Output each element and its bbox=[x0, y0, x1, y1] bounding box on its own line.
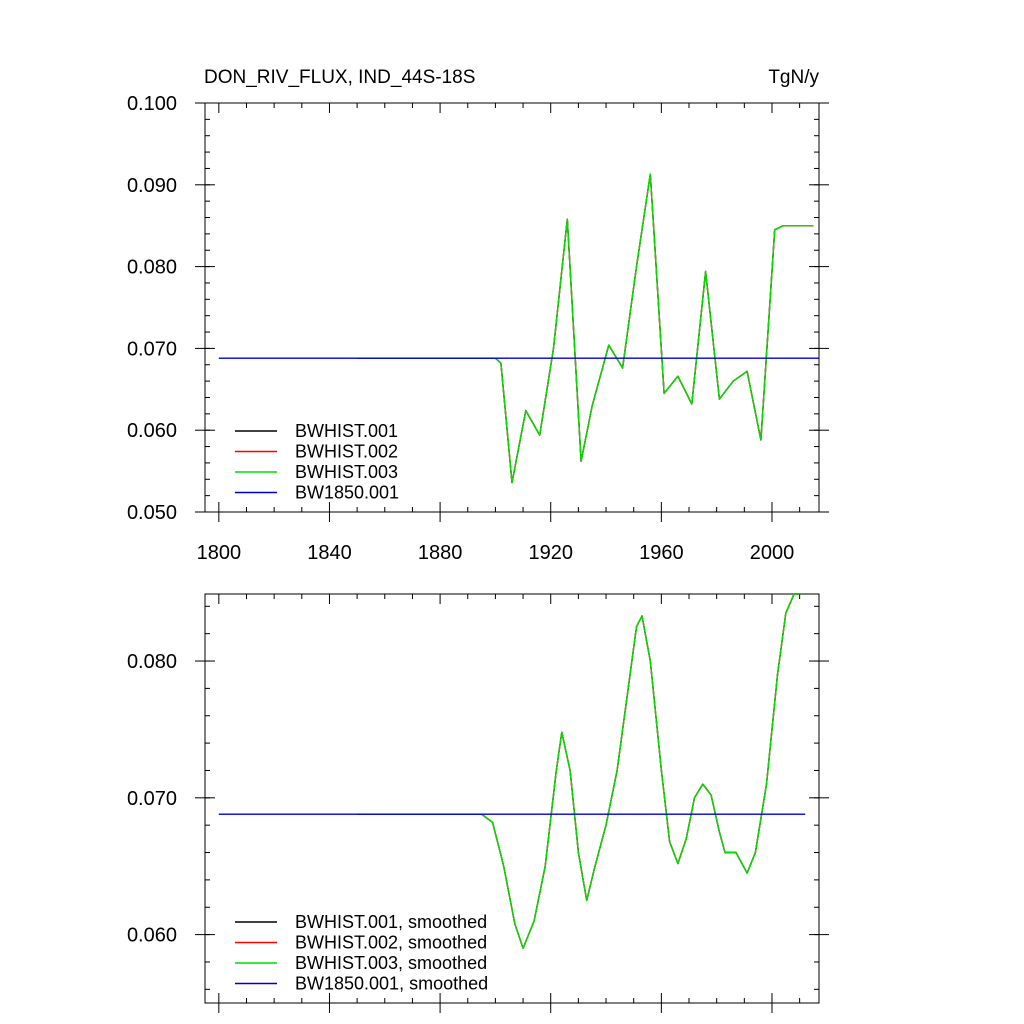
panel2-plot-frame bbox=[204, 593, 820, 1004]
panel1-x-tick-label: 1920 bbox=[528, 542, 573, 564]
chart-units: TgN/y bbox=[768, 67, 819, 88]
panel1-y-tick-label: 0.090 bbox=[127, 175, 177, 197]
panel1-series-line-3 bbox=[357, 173, 814, 484]
chart-title: DON_RIV_FLUX, IND_44S-18S bbox=[204, 67, 475, 88]
panel1-legend-label-1: BWHIST.001 bbox=[295, 421, 398, 441]
panel2-y-tick-label: 0.080 bbox=[127, 651, 177, 673]
panel1-x-tick-label: 1960 bbox=[639, 542, 684, 564]
panel1-x-tick-label: 1840 bbox=[307, 542, 352, 564]
panel2-legend-label-4: BW1850.001, smoothed bbox=[295, 974, 488, 994]
panel1-y-tick-label: 0.050 bbox=[127, 502, 177, 524]
panel2-series-line-2 bbox=[357, 593, 800, 949]
panel1-series-line-2 bbox=[357, 173, 814, 484]
panel1-legend-label-2: BWHIST.002 bbox=[295, 442, 398, 462]
panel1-y-tick-label: 0.060 bbox=[127, 420, 177, 442]
panel2-legend-label-3: BWHIST.003, smoothed bbox=[295, 953, 487, 973]
panel2-legend-label-2: BWHIST.002, smoothed bbox=[295, 933, 487, 953]
panel2-legend-label-1: BWHIST.001, smoothed bbox=[295, 912, 487, 932]
panel1-y-tick-label: 0.080 bbox=[127, 257, 177, 279]
panel1-x-tick-label: 1880 bbox=[418, 542, 463, 564]
panel2-series-line-1 bbox=[357, 593, 800, 949]
panel1-y-tick-label: 0.070 bbox=[127, 338, 177, 360]
panel2-series-line-3 bbox=[357, 593, 800, 949]
panel2-y-tick-label: 0.060 bbox=[127, 925, 177, 947]
panel1-plot-frame bbox=[204, 102, 820, 513]
panel1-x-tick-label: 2000 bbox=[750, 542, 795, 564]
panel1-y-tick-label: 0.100 bbox=[127, 93, 177, 115]
panel1-x-tick-label: 1800 bbox=[197, 542, 242, 564]
panel1-legend-label-3: BWHIST.003 bbox=[295, 462, 398, 482]
panel2-y-tick-label: 0.070 bbox=[127, 788, 177, 810]
panel1-series-line-1 bbox=[357, 173, 814, 484]
panel1-legend-label-4: BW1850.001 bbox=[295, 483, 399, 503]
